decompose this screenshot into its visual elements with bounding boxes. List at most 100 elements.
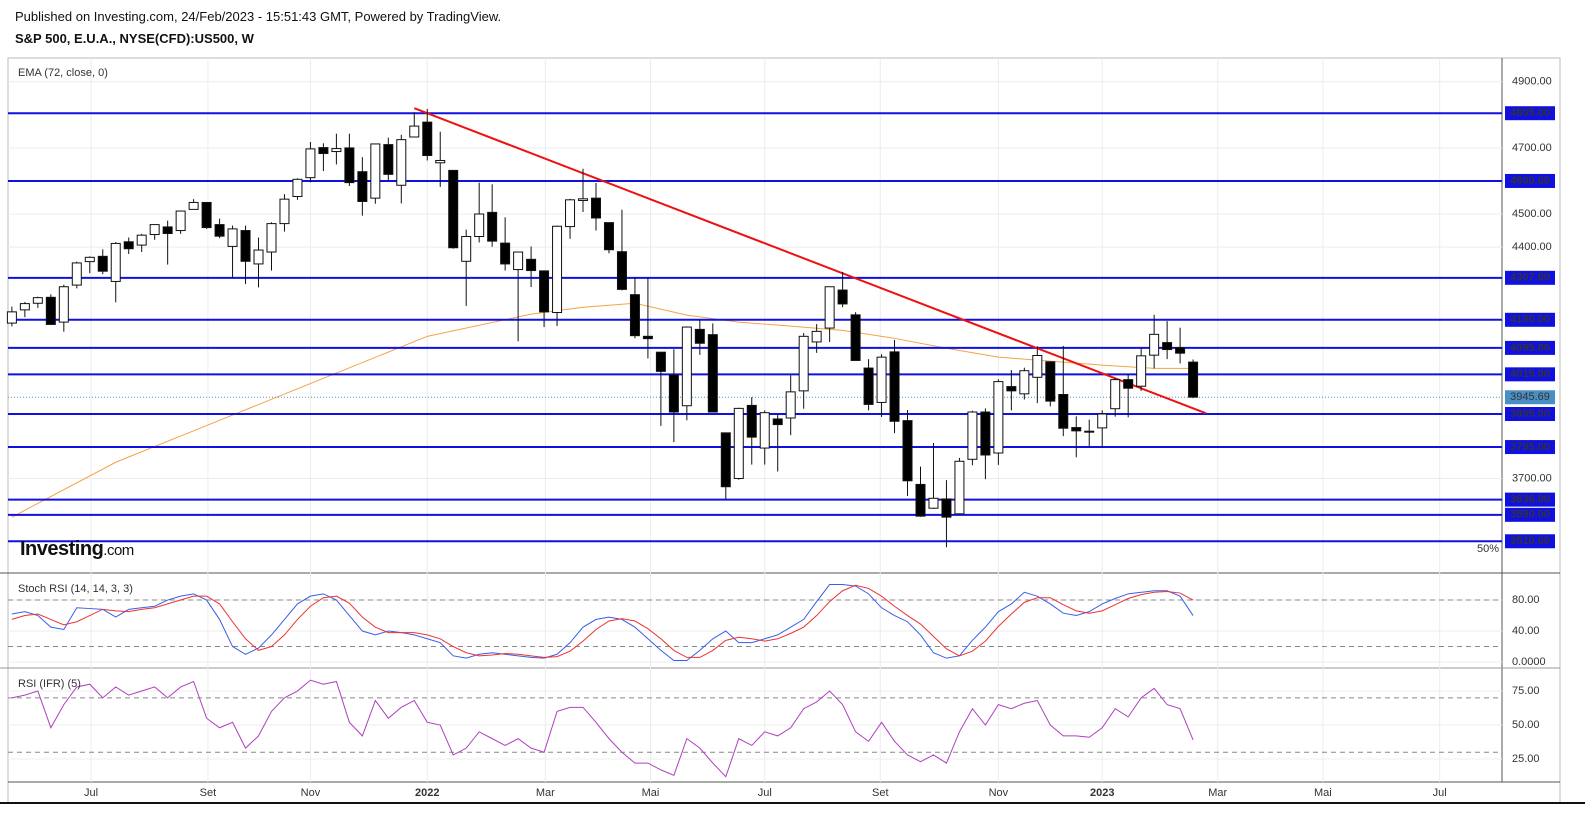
y-tick-label: 4900.00 <box>1512 76 1552 88</box>
level-label: 3510.00 <box>1510 535 1550 547</box>
y-tick-label: 75.00 <box>1512 685 1540 697</box>
logo: Investing.com <box>20 538 134 561</box>
y-tick-label: 0.0000 <box>1512 656 1546 668</box>
candle-body <box>552 225 563 314</box>
candle-body <box>305 148 316 179</box>
level-label: 3895.00 <box>1510 408 1550 420</box>
candle-body <box>500 242 511 265</box>
candle-body <box>214 224 225 237</box>
level-label: 3795.00 <box>1510 441 1550 453</box>
x-tick-label: Nov <box>301 787 321 799</box>
x-tick-label: Mar <box>536 787 555 799</box>
panel-title: RSI (IFR) (5) <box>18 678 81 690</box>
x-tick-label: Set <box>200 787 217 799</box>
candle-body <box>1149 333 1160 356</box>
candle-body <box>720 432 731 488</box>
candle-body <box>1084 430 1095 433</box>
annotation: 50% <box>1477 543 1499 555</box>
candle-body <box>292 178 303 198</box>
x-tick-label: Mar <box>1208 787 1227 799</box>
candle-body <box>850 314 861 361</box>
candle-body <box>655 351 666 372</box>
trendline <box>413 107 1207 415</box>
x-tick-label: Set <box>872 787 889 799</box>
candle-body <box>876 356 887 403</box>
candle-body <box>448 169 459 249</box>
candle-body <box>578 198 589 201</box>
candle-body <box>201 201 212 229</box>
x-tick-label: Jul <box>84 787 98 799</box>
y-tick-label: 25.00 <box>1512 753 1540 765</box>
x-tick-label: 2022 <box>415 787 439 799</box>
y-tick-label: 80.00 <box>1512 594 1540 606</box>
candle-body <box>487 211 498 242</box>
candle-body <box>45 296 56 325</box>
last-price-box <box>1505 390 1555 405</box>
candle-body <box>383 144 394 175</box>
candle-body <box>993 381 1004 454</box>
candle-body <box>188 201 199 210</box>
candle-body <box>707 334 718 413</box>
candle-body <box>668 374 679 413</box>
candle-body <box>1123 379 1134 389</box>
candle-body <box>344 147 355 184</box>
level-label-box <box>1505 407 1555 422</box>
candle-body <box>980 411 991 456</box>
level-label-box <box>1505 270 1555 285</box>
level-label-box <box>1505 507 1555 522</box>
candle-body <box>681 326 692 407</box>
level-label: 3590.00 <box>1510 509 1550 521</box>
y-tick-label: 4400.00 <box>1512 241 1552 253</box>
level-label-box <box>1505 367 1555 382</box>
x-tick-label: Nov <box>989 787 1009 799</box>
candle-body <box>110 242 121 282</box>
candle-body <box>902 420 913 482</box>
last-price-label: 3945.69 <box>1510 391 1550 403</box>
candle-body <box>565 199 576 228</box>
indicator-line <box>11 584 1194 661</box>
candle-body <box>1136 355 1147 387</box>
candle-body <box>526 258 537 272</box>
candle-body <box>1019 370 1030 395</box>
x-tick-label: Jul <box>758 787 772 799</box>
candle-body <box>616 251 627 290</box>
candle-body <box>435 159 446 164</box>
level-label-box <box>1505 173 1555 188</box>
candle-body <box>863 367 874 405</box>
candle-body <box>1188 361 1199 398</box>
candle-body <box>928 497 939 509</box>
candle-body <box>58 286 69 323</box>
candle-body <box>149 224 160 236</box>
candle-body <box>590 197 601 219</box>
candle-body <box>837 289 848 305</box>
candle-body <box>694 328 705 344</box>
level-label-box <box>1505 312 1555 327</box>
level-label: 4015.00 <box>1510 368 1550 380</box>
y-tick-label: 4700.00 <box>1512 142 1552 154</box>
candle-body <box>422 121 433 157</box>
level-label-box <box>1505 440 1555 455</box>
y-tick-label: 40.00 <box>1512 625 1540 637</box>
level-label: 4095.00 <box>1510 342 1550 354</box>
published-line: Published on Investing.com, 24/Feb/2023 … <box>15 9 502 24</box>
candle-body <box>1110 379 1121 410</box>
candle-body <box>1162 342 1173 351</box>
candle-body <box>513 251 524 271</box>
candle-body <box>915 483 926 517</box>
candle-body <box>162 226 173 235</box>
candle-body <box>266 223 277 253</box>
candle-body <box>1071 427 1082 432</box>
candle-body <box>746 404 757 438</box>
candle-body <box>629 294 640 337</box>
candle-body <box>759 412 770 449</box>
candle-body <box>19 303 30 311</box>
logo-suffix: .com <box>103 542 134 559</box>
candle-body <box>357 171 368 202</box>
panel-title: Stoch RSI (14, 14, 3, 3) <box>18 583 133 595</box>
level-label: 4600.00 <box>1510 175 1550 187</box>
candle-body <box>409 125 420 138</box>
candle-body <box>474 213 485 237</box>
candle-body <box>123 241 134 250</box>
level-label: 4307.00 <box>1510 272 1550 284</box>
